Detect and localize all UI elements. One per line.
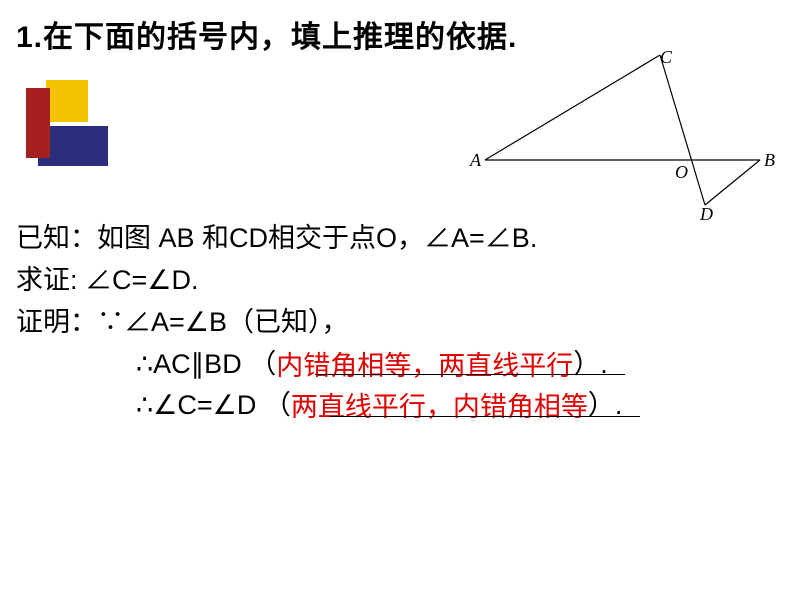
label-O: O [675,162,688,182]
given-prefix: 已知：如图 [16,223,159,253]
blank-underline-1 [315,374,625,375]
blank-underline-2 [330,416,640,417]
given-line: 已知：如图 AB 和CD相交于点O，∠A=∠B. [16,218,622,260]
prove-prefix: 求证: [16,265,85,295]
diagram-svg: A B C D O [460,50,780,220]
step1-text: ∵∠A=∠B（已知）， [97,307,349,337]
proof-body: 已知：如图 AB 和CD相交于点O，∠A=∠B. 求证: ∠C=∠D. 证明：∵… [16,218,622,427]
step2-answer: 内错角相等，两直线平行 [276,351,573,381]
label-C: C [660,50,673,67]
label-A: A [469,150,482,170]
label-B: B [764,150,775,170]
line-AC [485,55,660,160]
proof-step3: ∴∠C=∠D （两直线平行，内错角相等）. [16,385,622,427]
proof-prefix: 证明： [16,307,97,337]
step3-prefix: ∴∠C=∠D （ [136,390,291,420]
prove-line: 求证: ∠C=∠D. [16,260,622,302]
step2-prefix: ∴AC∥BD （ [136,349,276,379]
deco-red-rect [26,88,50,158]
proof-step2: ∴AC∥BD （内错角相等，两直线平行）. [16,344,622,386]
geometry-diagram: A B C D O [460,50,780,225]
proof-step1: 证明：∵∠A=∠B（已知）， [16,302,622,344]
page-title: 1.在下面的括号内，填上推理的依据. [16,12,517,56]
label-D: D [699,204,713,220]
line-BD [705,160,760,205]
prove-text: ∠C=∠D. [85,265,198,295]
line-CD [660,55,705,205]
deco-yellow-square [46,80,88,122]
step3-answer: 两直线平行，内错角相等 [291,392,588,422]
given-text: AB 和CD相交于点O，∠A=∠B. [159,223,538,253]
